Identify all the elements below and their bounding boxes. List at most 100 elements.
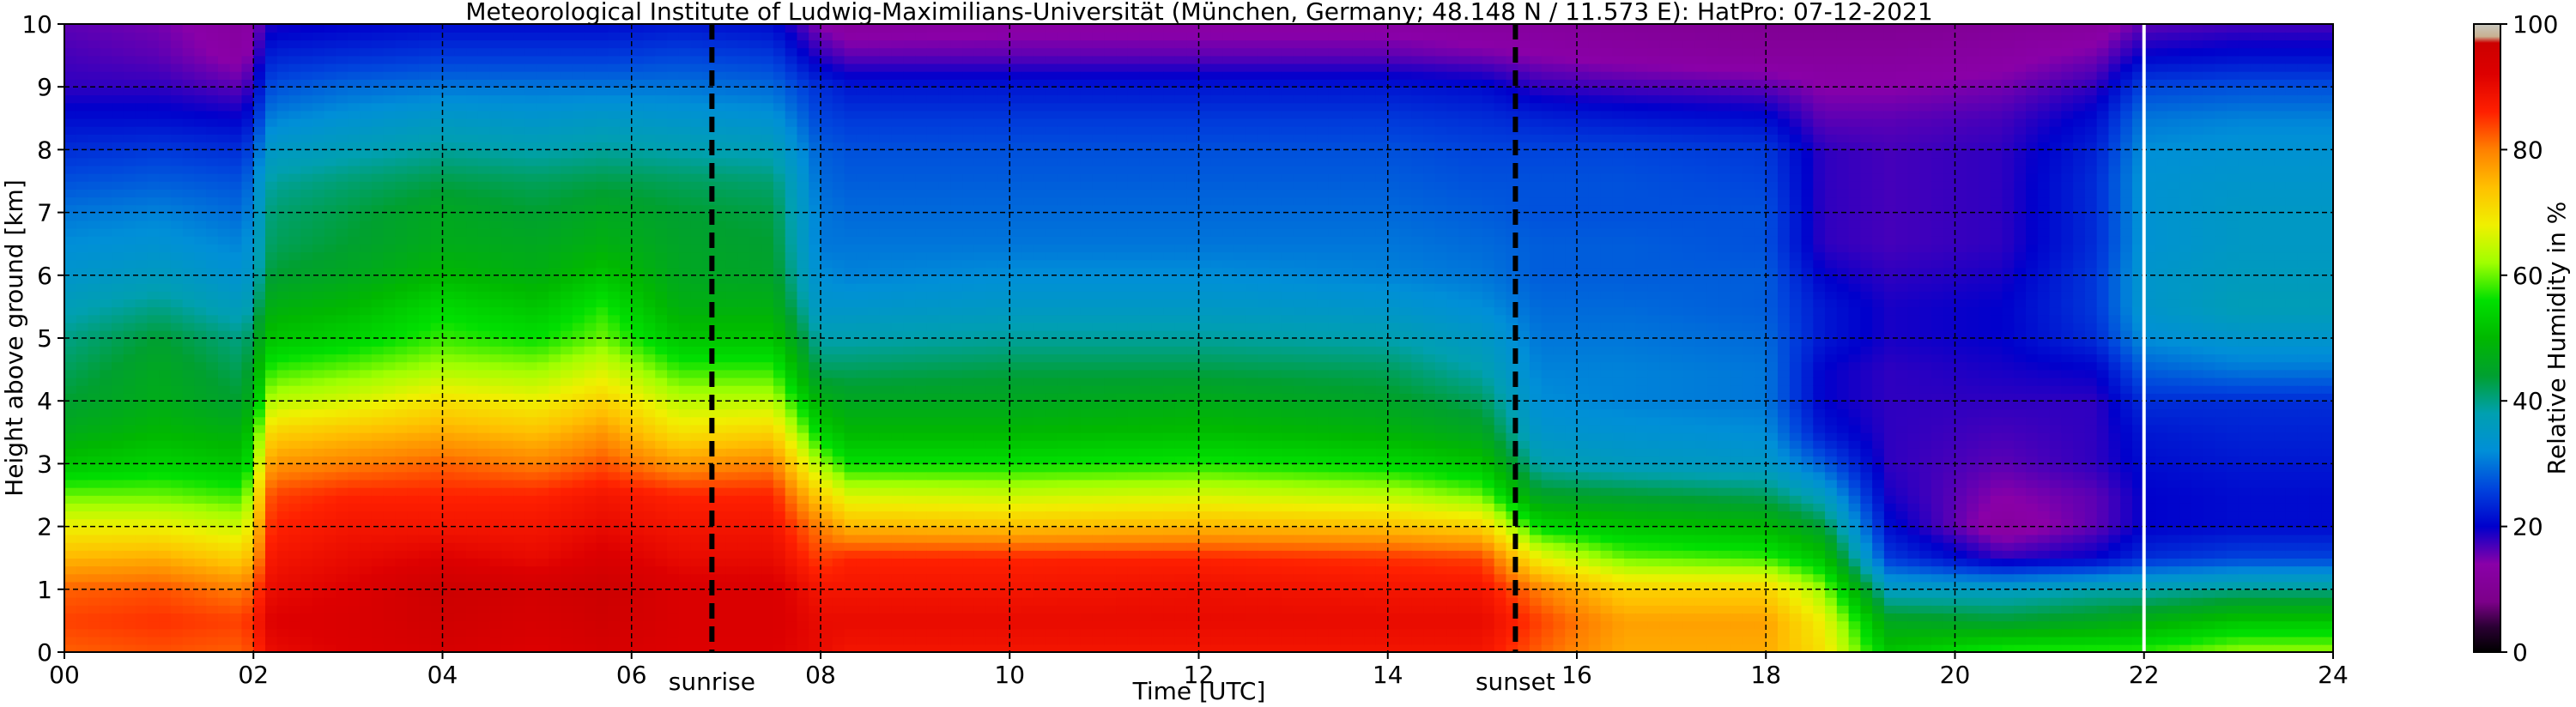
heatmap-cell xyxy=(288,636,302,645)
heatmap-cell xyxy=(324,605,337,614)
heatmap-cell xyxy=(229,251,243,261)
heatmap-cell xyxy=(501,613,514,622)
heatmap-cell xyxy=(418,354,432,363)
heatmap-cell xyxy=(300,377,313,386)
heatmap-cell xyxy=(159,495,172,504)
heatmap-cell xyxy=(88,377,101,386)
heatmap-cell xyxy=(100,275,112,284)
heatmap-cell xyxy=(418,518,432,528)
heatmap-cell xyxy=(608,299,621,308)
humidity-heatmap xyxy=(64,24,2334,653)
heatmap-cell xyxy=(265,329,278,339)
heatmap-cell xyxy=(549,314,561,323)
heatmap-cell xyxy=(737,87,751,96)
heatmap-cell xyxy=(513,94,526,104)
heatmap-cell xyxy=(88,267,101,276)
heatmap-cell xyxy=(407,63,420,72)
heatmap-cell xyxy=(383,416,397,426)
heatmap-cell xyxy=(442,550,456,559)
heatmap-cell xyxy=(135,495,148,504)
heatmap-cell xyxy=(489,424,503,433)
heatmap-cell xyxy=(631,361,645,371)
heatmap-cell xyxy=(524,613,538,622)
heatmap-cell xyxy=(596,322,609,331)
heatmap-cell xyxy=(466,346,479,355)
heatmap-cell xyxy=(348,361,361,371)
heatmap-cell xyxy=(241,369,255,378)
heatmap-cell xyxy=(135,251,148,261)
heatmap-cell xyxy=(714,134,727,143)
heatmap-cell xyxy=(123,291,136,300)
heatmap-cell xyxy=(229,486,243,496)
heatmap-cell xyxy=(442,142,456,151)
heatmap-cell xyxy=(466,322,479,331)
heatmap-cell xyxy=(194,596,207,606)
heatmap-cell xyxy=(477,361,491,371)
heatmap-cell xyxy=(147,620,160,630)
heatmap-cell xyxy=(182,227,196,237)
heatmap-cell xyxy=(253,495,266,504)
heatmap-cell xyxy=(619,236,633,245)
heatmap-cell xyxy=(619,189,633,198)
heatmap-cell xyxy=(737,149,751,159)
heatmap-cell xyxy=(253,432,266,441)
heatmap-cell xyxy=(64,282,77,292)
heatmap-cell xyxy=(761,456,774,465)
heatmap-cell xyxy=(631,227,645,237)
heatmap-cell xyxy=(678,636,692,645)
heatmap-cell xyxy=(123,511,136,520)
heatmap-cell xyxy=(265,236,278,245)
heatmap-cell xyxy=(725,329,739,339)
heatmap-cell xyxy=(596,259,609,269)
heatmap-cell xyxy=(348,165,361,174)
heatmap-cell xyxy=(383,581,397,590)
heatmap-cell xyxy=(536,149,550,159)
heatmap-cell xyxy=(348,236,361,245)
heatmap-cell xyxy=(206,299,219,308)
heatmap-cell xyxy=(194,361,207,371)
heatmap-cell xyxy=(229,644,243,653)
heatmap-cell xyxy=(608,39,621,49)
heatmap-cell xyxy=(383,369,397,378)
heatmap-cell xyxy=(348,149,361,159)
heatmap-cell xyxy=(300,401,313,410)
heatmap-cell xyxy=(714,589,727,598)
heatmap-cell xyxy=(773,79,786,88)
heatmap-cell xyxy=(690,541,704,551)
heatmap-cell xyxy=(430,463,444,473)
heatmap-cell xyxy=(241,189,255,198)
heatmap-cell xyxy=(596,628,609,638)
heatmap-cell xyxy=(749,346,762,355)
heatmap-cell xyxy=(749,589,762,598)
heatmap-cell xyxy=(383,102,397,112)
heatmap-cell xyxy=(785,448,798,457)
heatmap-cell xyxy=(584,354,597,363)
heatmap-cell xyxy=(749,393,762,402)
heatmap-cell xyxy=(360,110,373,119)
heatmap-cell xyxy=(64,589,77,598)
heatmap-cell xyxy=(489,110,503,119)
heatmap-cell xyxy=(761,401,774,410)
heatmap-cell xyxy=(407,439,420,449)
heatmap-cell xyxy=(206,573,219,583)
heatmap-cell xyxy=(147,565,160,575)
heatmap-cell xyxy=(737,142,751,151)
heatmap-cell xyxy=(112,589,124,598)
heatmap-cell xyxy=(324,439,337,449)
heatmap-cell xyxy=(477,181,491,190)
heatmap-cell xyxy=(667,636,680,645)
heatmap-cell xyxy=(430,47,444,57)
heatmap-cell xyxy=(112,189,124,198)
heatmap-cell xyxy=(265,393,278,402)
heatmap-cell xyxy=(64,401,77,410)
heatmap-cell xyxy=(229,613,243,622)
heatmap-cell xyxy=(206,87,219,96)
heatmap-cell xyxy=(524,322,538,331)
heatmap-cell xyxy=(348,503,361,512)
heatmap-cell xyxy=(536,377,550,386)
heatmap-cell xyxy=(785,346,798,355)
heatmap-cell xyxy=(206,416,219,426)
heatmap-cell xyxy=(348,314,361,323)
heatmap-cell xyxy=(442,189,456,198)
heatmap-cell xyxy=(608,244,621,253)
